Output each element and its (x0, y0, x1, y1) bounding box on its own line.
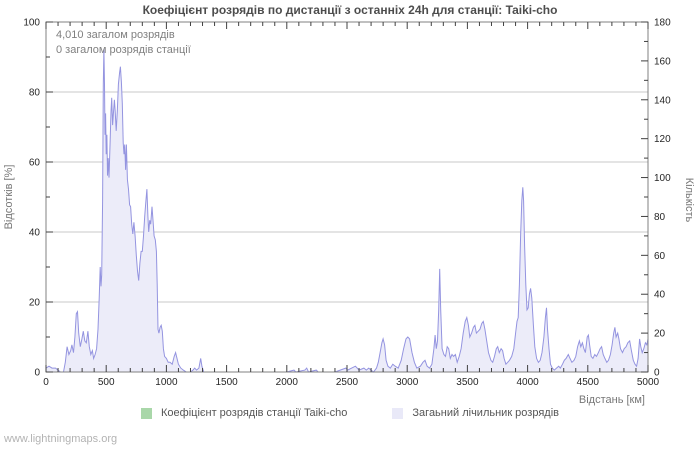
station-strokes-annotation: 0 загалом розрядів станції (56, 44, 191, 56)
tick-label: 0 (34, 368, 40, 379)
tick-label: 1000 (155, 377, 178, 388)
legend-item-total-counter: Загаьний лічильник розрядів (392, 407, 559, 419)
tick-label: 3000 (396, 377, 419, 388)
tick-label: 160 (654, 56, 671, 67)
tick-label: 60 (654, 251, 666, 262)
x-axis-label: Відстань [км] (578, 394, 645, 406)
tick-label: 4000 (516, 377, 539, 388)
legend-label-total-counter: Загаьний лічильник розрядів (412, 407, 559, 419)
tick-label: 3500 (456, 377, 479, 388)
tick-label: 2000 (276, 377, 299, 388)
tick-label: 40 (654, 290, 666, 301)
tick-label: 140 (654, 95, 671, 106)
tick-label: 4500 (577, 377, 600, 388)
legend-label-station-coefficient: Коефіцієнт розрядів станції Taiki-cho (161, 407, 348, 419)
tick-label: 0 (654, 368, 660, 379)
y-axis-right-label: Кількість (683, 177, 695, 223)
tick-label: 20 (654, 329, 666, 340)
tick-label: 40 (29, 228, 41, 239)
tick-label: 80 (654, 212, 666, 223)
tick-label: 180 (654, 18, 671, 29)
total-strokes-annotation: 4,010 загалом розрядів (56, 29, 175, 41)
tick-label: 20 (29, 298, 41, 309)
series-line (45, 49, 649, 373)
tick-label: 60 (29, 158, 41, 169)
tick-label: 500 (98, 377, 115, 388)
chart-title: Коефіцієнт розрядів по дистанції з остан… (142, 3, 558, 17)
lightningmaps-link[interactable]: www.lightningmaps.org (4, 433, 118, 445)
legend-swatch-total-counter (392, 407, 404, 419)
tick-label: 5000 (637, 377, 660, 388)
y-axis-left-label: Відсотків [%] (3, 164, 15, 230)
legend-swatch-station-coefficient (141, 407, 152, 419)
series-area (46, 49, 648, 372)
tick-label: 2500 (336, 377, 359, 388)
tick-label: 80 (29, 88, 41, 99)
tick-label: 1500 (215, 377, 238, 388)
tick-label: 0 (43, 377, 49, 388)
tick-label: 100 (23, 18, 40, 29)
legend-item-station-coefficient: Коефіцієнт розрядів станції Taiki-cho (141, 407, 347, 419)
tick-label: 100 (654, 173, 671, 184)
legend: Коефіцієнт розрядів станції Taiki-cho За… (0, 407, 700, 419)
tick-label: 120 (654, 134, 671, 145)
